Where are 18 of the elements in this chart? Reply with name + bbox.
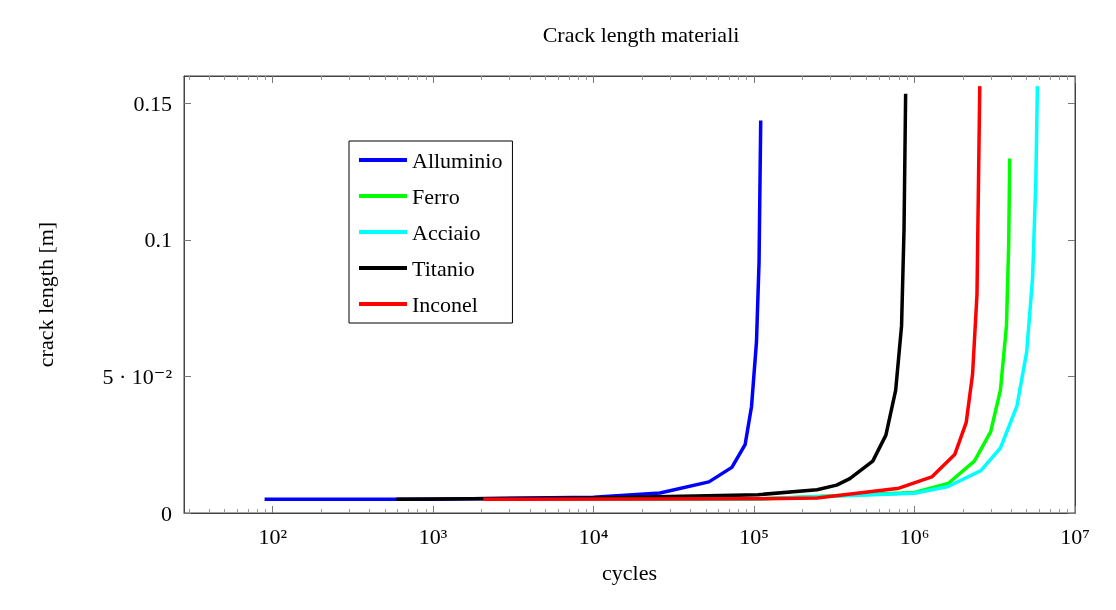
x-tick-label: 10⁶ [899, 523, 930, 549]
legend-label: Alluminio [412, 147, 503, 173]
legend-label: Inconel [412, 291, 478, 317]
legend-label: Ferro [412, 183, 460, 209]
legend-label: Acciaio [412, 219, 481, 245]
legend-label: Titanio [412, 255, 475, 281]
y-tick-label: 0.1 [144, 227, 172, 253]
y-tick-label: 5 · 10⁻² [102, 363, 173, 389]
chart-title: Crack length materiali [542, 21, 740, 47]
x-tick-label: 10⁴ [578, 523, 609, 549]
x-tick-label: 10³ [418, 523, 448, 549]
x-tick-label: 10⁵ [739, 523, 769, 549]
y-axis-title: crack length [m] [32, 221, 58, 368]
x-tick-label: 10⁷ [1060, 523, 1090, 549]
x-axis-title: cycles [602, 559, 657, 585]
x-tick-label: 10² [258, 523, 288, 549]
y-tick-label: 0.15 [133, 90, 172, 116]
y-tick-label: 0 [161, 500, 172, 526]
